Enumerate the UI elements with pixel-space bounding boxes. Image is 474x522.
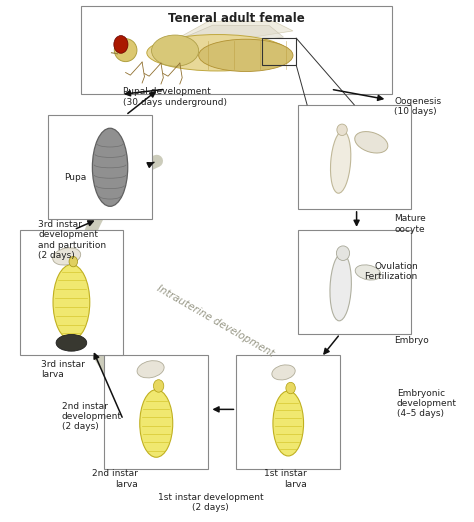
Text: Embryo: Embryo — [394, 337, 429, 346]
Ellipse shape — [154, 379, 164, 392]
Ellipse shape — [56, 335, 87, 351]
Ellipse shape — [330, 131, 351, 193]
FancyBboxPatch shape — [19, 230, 123, 355]
Ellipse shape — [137, 361, 164, 378]
Ellipse shape — [114, 39, 137, 62]
Ellipse shape — [337, 124, 347, 136]
Text: Oogenesis
(10 days): Oogenesis (10 days) — [394, 97, 441, 116]
Text: Ovulation
Fertilization: Ovulation Fertilization — [365, 262, 418, 281]
Text: Pupal development
(30 days underground): Pupal development (30 days underground) — [123, 87, 227, 106]
FancyBboxPatch shape — [237, 355, 340, 469]
Ellipse shape — [92, 128, 128, 206]
Ellipse shape — [53, 265, 90, 340]
FancyBboxPatch shape — [81, 6, 392, 94]
Polygon shape — [170, 25, 283, 44]
FancyBboxPatch shape — [48, 115, 152, 219]
Text: Mature
oocyte: Mature oocyte — [394, 214, 426, 233]
Polygon shape — [170, 21, 293, 42]
Ellipse shape — [199, 39, 293, 72]
Ellipse shape — [286, 382, 295, 394]
Text: 3rd instar
larva: 3rd instar larva — [41, 360, 85, 379]
Text: Embryonic
development
(4–5 days): Embryonic development (4–5 days) — [397, 388, 456, 418]
Ellipse shape — [152, 35, 199, 66]
Ellipse shape — [355, 132, 388, 153]
Text: Teneral adult female: Teneral adult female — [168, 13, 305, 26]
Ellipse shape — [337, 246, 350, 260]
Text: 3rd instar
development
and parturition
(2 days): 3rd instar development and parturition (… — [38, 220, 107, 260]
Text: Pupa: Pupa — [64, 173, 87, 182]
Text: 1st instar development
(2 days): 1st instar development (2 days) — [158, 493, 263, 512]
Ellipse shape — [69, 256, 78, 267]
Ellipse shape — [355, 265, 381, 280]
FancyBboxPatch shape — [104, 355, 208, 469]
Text: Intrauterine development: Intrauterine development — [155, 283, 275, 359]
Ellipse shape — [114, 35, 128, 53]
FancyBboxPatch shape — [298, 105, 411, 209]
Ellipse shape — [273, 391, 303, 456]
Text: 2nd instar
larva: 2nd instar larva — [91, 469, 137, 489]
FancyBboxPatch shape — [298, 230, 411, 334]
Ellipse shape — [147, 34, 288, 71]
Ellipse shape — [140, 389, 173, 457]
Ellipse shape — [53, 248, 81, 265]
Ellipse shape — [272, 365, 295, 380]
Text: 2nd instar
development
(2 days): 2nd instar development (2 days) — [62, 401, 122, 431]
Ellipse shape — [330, 253, 351, 321]
Text: 1st instar
larva: 1st instar larva — [264, 469, 307, 489]
